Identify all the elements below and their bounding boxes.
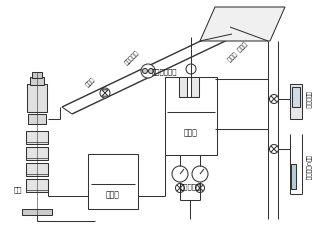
Text: 吸水箱: 吸水箱 bbox=[106, 190, 120, 199]
Text: 水泵: 水泵 bbox=[14, 186, 22, 193]
Bar bbox=[291, 164, 296, 189]
Bar bbox=[30, 78, 44, 86]
Bar bbox=[26, 163, 48, 176]
Bar bbox=[165, 78, 217, 155]
Bar bbox=[88, 154, 138, 209]
Bar bbox=[179, 78, 187, 98]
Circle shape bbox=[186, 65, 196, 75]
Circle shape bbox=[149, 69, 153, 74]
Polygon shape bbox=[102, 90, 108, 97]
Bar bbox=[290, 85, 302, 119]
Circle shape bbox=[175, 184, 184, 193]
Circle shape bbox=[196, 184, 204, 193]
Polygon shape bbox=[200, 8, 285, 42]
Circle shape bbox=[100, 89, 110, 99]
Circle shape bbox=[192, 166, 208, 182]
Bar bbox=[27, 85, 47, 113]
Text: 消火栓＋孔板: 消火栓＋孔板 bbox=[152, 69, 177, 75]
Text: 调节阀: 调节阀 bbox=[84, 76, 96, 87]
Bar bbox=[28, 115, 46, 124]
Circle shape bbox=[141, 65, 155, 79]
Bar bbox=[32, 73, 42, 79]
Bar bbox=[22, 209, 52, 215]
Bar bbox=[26, 132, 48, 144]
Text: 放水箱: 放水箱 bbox=[184, 128, 198, 137]
Circle shape bbox=[143, 69, 147, 74]
Bar bbox=[292, 88, 300, 108]
Circle shape bbox=[270, 95, 278, 104]
Circle shape bbox=[172, 166, 188, 182]
Text: 水柱U型测压管: 水柱U型测压管 bbox=[305, 155, 311, 180]
Bar bbox=[191, 78, 199, 98]
Circle shape bbox=[270, 145, 278, 154]
Bar bbox=[26, 147, 48, 160]
Text: 精密压力表: 精密压力表 bbox=[179, 183, 201, 190]
Text: 电磁流量计: 电磁流量计 bbox=[124, 50, 140, 66]
Text: 水柱测压管: 水柱测压管 bbox=[305, 91, 311, 108]
Bar bbox=[26, 179, 48, 192]
Text: 测压孔  稳压箱: 测压孔 稳压箱 bbox=[227, 41, 249, 62]
